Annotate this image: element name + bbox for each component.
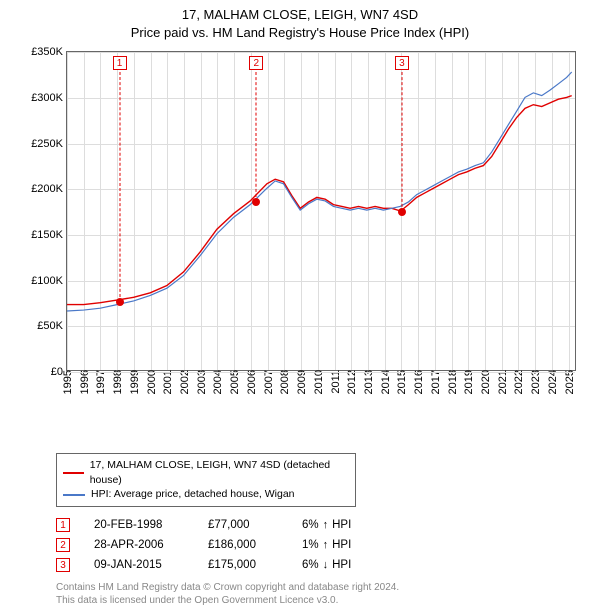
arrow-up-icon: ↑ [323,539,329,551]
x-tick-label: 2009 [294,370,308,394]
x-tick-label: 2013 [361,370,375,394]
x-tick-label: 2008 [277,370,291,394]
x-tick-label: 2011 [328,370,342,394]
y-tick-label: £150K [31,229,67,241]
y-tick-label: £250K [31,138,67,150]
legend-item: 17, MALHAM CLOSE, LEIGH, WN7 4SD (detach… [63,458,349,487]
series-hpi [67,72,572,311]
y-tick-label: £300K [31,92,67,104]
sale-pct: 1%↑HPI [302,539,382,551]
marker-box-1: 1 [113,56,127,70]
x-tick-label: 2021 [495,370,509,394]
x-tick-label: 2006 [244,370,258,394]
x-tick-label: 1998 [110,370,124,394]
x-tick-label: 2002 [177,370,191,394]
legend-swatch [63,472,84,474]
sale-price: £186,000 [208,539,278,551]
marker-vline-1 [119,72,120,302]
x-tick-label: 2005 [227,370,241,394]
sale-index: 3 [56,558,70,572]
x-tick-label: 2007 [261,370,275,394]
x-tick-label: 2024 [545,370,559,394]
sale-row: 3 09-JAN-2015 £175,000 6%↓HPI [56,555,590,575]
sale-pct: 6%↓HPI [302,559,382,571]
y-tick-label: £0 [51,366,67,378]
legend-swatch [63,494,85,496]
x-tick-label: 2017 [428,370,442,394]
title-line-2: Price paid vs. HM Land Registry's House … [10,24,590,42]
footnote-line-1: Contains HM Land Registry data © Crown c… [56,581,590,594]
x-tick-label: 2015 [394,370,408,394]
gridline-h [67,372,575,373]
x-tick-label: 2016 [411,370,425,394]
arrow-down-icon: ↓ [323,559,329,571]
x-tick-label: 2020 [478,370,492,394]
sale-index: 2 [56,538,70,552]
footnote: Contains HM Land Registry data © Crown c… [56,581,590,607]
marker-vline-2 [256,72,257,202]
x-tick-label: 1999 [127,370,141,394]
marker-dot-3 [398,208,406,216]
x-tick-label: 2022 [511,370,525,394]
x-tick-label: 2003 [194,370,208,394]
marker-box-3: 3 [395,56,409,70]
chart-title: 17, MALHAM CLOSE, LEIGH, WN7 4SD Price p… [10,6,590,41]
y-tick-label: £50K [37,320,67,332]
x-tick-label: 2023 [528,370,542,394]
x-tick-label: 2025 [562,370,576,394]
sale-index: 1 [56,518,70,532]
sale-row: 2 28-APR-2006 £186,000 1%↑HPI [56,535,590,555]
x-tick-label: 2000 [144,370,158,394]
x-tick-label: 2004 [210,370,224,394]
footnote-line-2: This data is licensed under the Open Gov… [56,594,590,607]
sale-pct: 6%↑HPI [302,519,382,531]
marker-dot-2 [252,198,260,206]
legend-label: HPI: Average price, detached house, Wiga… [91,487,295,502]
marker-vline-3 [401,72,402,212]
legend-item: HPI: Average price, detached house, Wiga… [63,487,349,502]
x-tick-label: 2019 [461,370,475,394]
sale-row: 1 20-FEB-1998 £77,000 6%↑HPI [56,515,590,535]
sales-table: 1 20-FEB-1998 £77,000 6%↑HPI 2 28-APR-2006 £18… [56,515,590,575]
x-tick-label: 2010 [311,370,325,394]
chart: 1995199619971998199920002001200220032004… [20,45,580,415]
x-tick-label: 2001 [160,370,174,394]
sale-date: 09-JAN-2015 [94,559,184,571]
y-tick-label: £100K [31,275,67,287]
x-tick-label: 2014 [378,370,392,394]
x-tick-label: 1996 [77,370,91,394]
marker-dot-1 [116,298,124,306]
plot-area: 1995199619971998199920002001200220032004… [66,51,576,371]
sale-price: £77,000 [208,519,278,531]
chart-lines [67,52,575,370]
marker-box-2: 2 [249,56,263,70]
x-tick-label: 2012 [344,370,358,394]
sale-date: 28-APR-2006 [94,539,184,551]
sale-date: 20-FEB-1998 [94,519,184,531]
x-tick-label: 2018 [445,370,459,394]
arrow-up-icon: ↑ [323,519,329,531]
title-line-1: 17, MALHAM CLOSE, LEIGH, WN7 4SD [10,6,590,24]
sale-price: £175,000 [208,559,278,571]
y-tick-label: £350K [31,46,67,58]
legend: 17, MALHAM CLOSE, LEIGH, WN7 4SD (detach… [56,453,356,507]
legend-label: 17, MALHAM CLOSE, LEIGH, WN7 4SD (detach… [90,458,349,487]
x-tick-label: 1997 [93,370,107,394]
y-tick-label: £200K [31,183,67,195]
